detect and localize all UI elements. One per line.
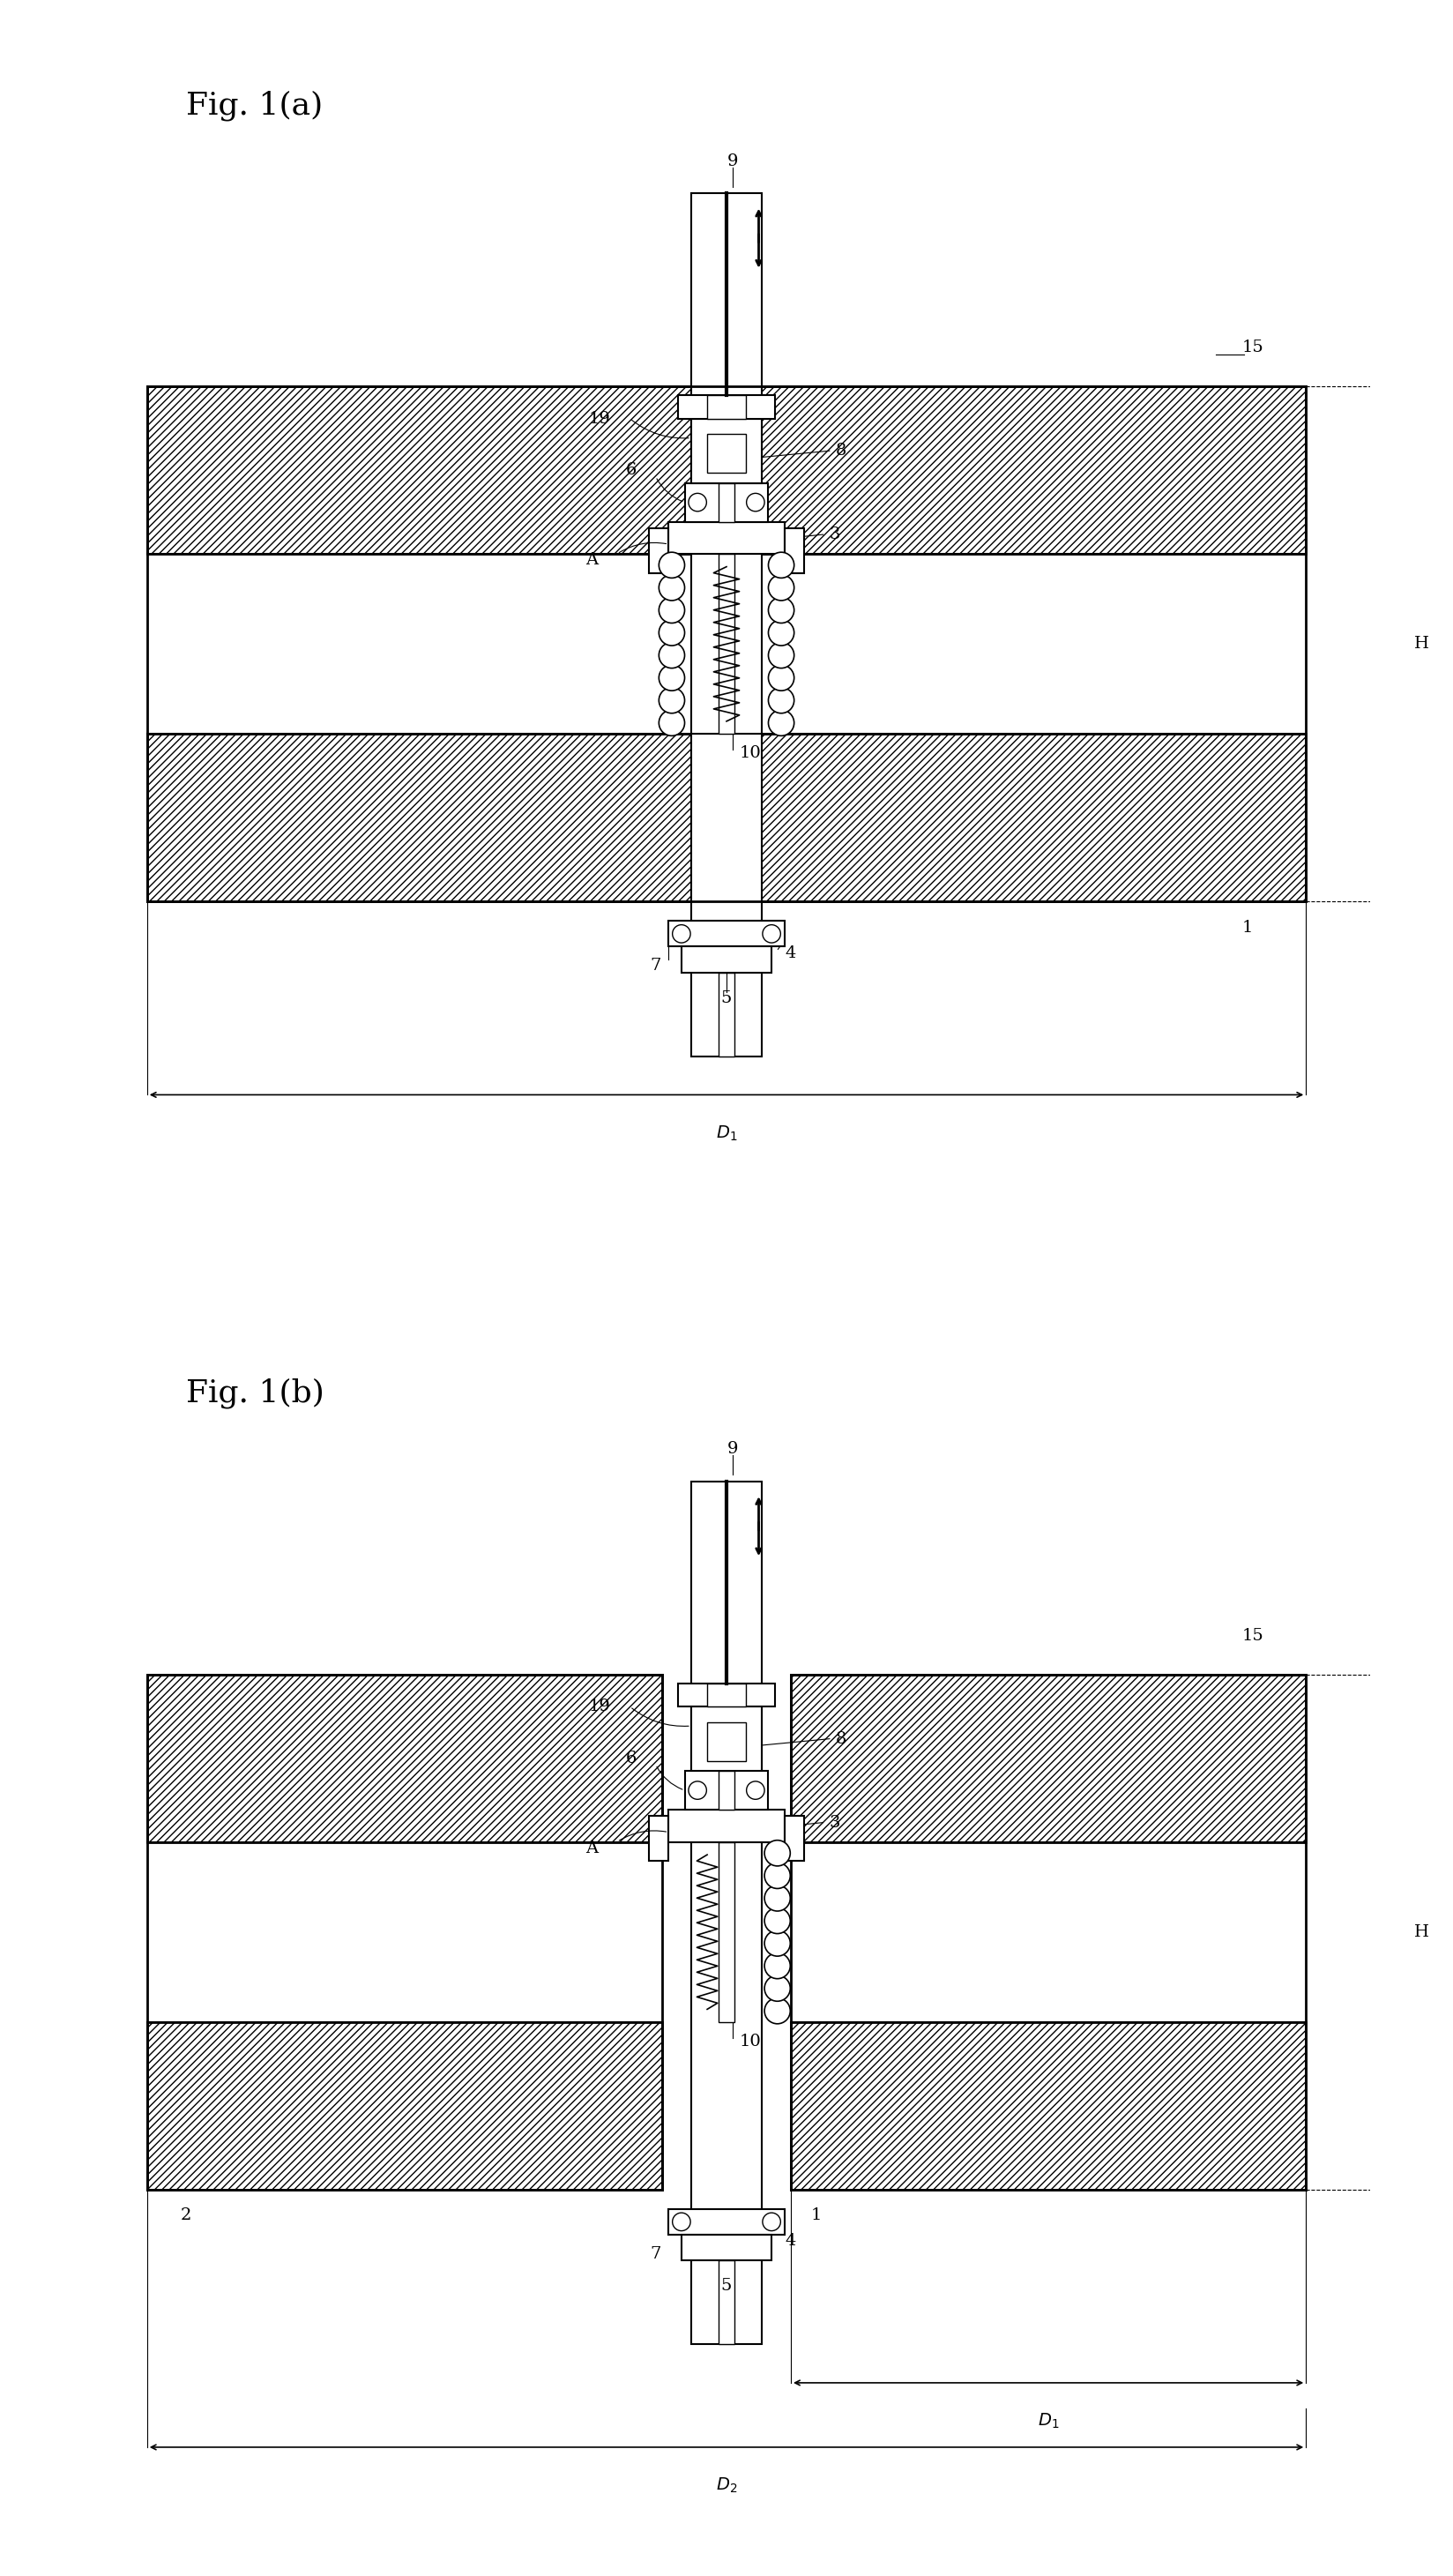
Text: $D_2$: $D_2$ bbox=[716, 2476, 737, 2496]
Circle shape bbox=[764, 1909, 790, 1935]
Circle shape bbox=[689, 1783, 706, 1798]
Bar bbox=[719, 2262, 734, 2344]
Circle shape bbox=[747, 1783, 764, 1798]
Bar bbox=[681, 2236, 772, 2262]
Text: 9: 9 bbox=[728, 152, 738, 170]
Bar bbox=[790, 2022, 1306, 2190]
Bar bbox=[668, 2210, 785, 2233]
Bar bbox=[708, 433, 745, 474]
Text: H: H bbox=[1414, 1924, 1430, 1940]
Text: 15: 15 bbox=[1241, 340, 1264, 355]
Text: 10: 10 bbox=[740, 744, 761, 762]
Bar bbox=[692, 193, 761, 1056]
Circle shape bbox=[764, 1862, 790, 1888]
Bar bbox=[708, 1721, 745, 1762]
Circle shape bbox=[769, 665, 795, 690]
Circle shape bbox=[769, 621, 795, 647]
Text: $D_1$: $D_1$ bbox=[1037, 2411, 1059, 2432]
Text: 5: 5 bbox=[721, 2277, 732, 2295]
Text: H: H bbox=[1414, 636, 1430, 652]
Text: 9: 9 bbox=[728, 1440, 738, 1458]
Circle shape bbox=[769, 688, 795, 714]
Text: $D_1$: $D_1$ bbox=[716, 1123, 737, 1144]
Bar bbox=[692, 417, 761, 484]
Text: 6: 6 bbox=[625, 1749, 636, 1767]
Bar bbox=[719, 974, 734, 1056]
Circle shape bbox=[673, 925, 690, 943]
Text: 2: 2 bbox=[180, 2208, 192, 2223]
Text: 3: 3 bbox=[830, 1814, 840, 1832]
Bar bbox=[692, 1481, 761, 2344]
Bar bbox=[785, 1816, 804, 1860]
Circle shape bbox=[769, 641, 795, 667]
Circle shape bbox=[658, 688, 684, 714]
Circle shape bbox=[764, 1999, 790, 2025]
Bar bbox=[649, 1816, 668, 1860]
Bar bbox=[708, 1685, 745, 1708]
Bar bbox=[147, 1674, 663, 1842]
Bar bbox=[679, 1685, 774, 1708]
Circle shape bbox=[658, 641, 684, 667]
Circle shape bbox=[658, 551, 684, 577]
Bar bbox=[649, 528, 668, 574]
Circle shape bbox=[673, 2213, 690, 2231]
Circle shape bbox=[658, 598, 684, 623]
Bar bbox=[708, 397, 745, 417]
Text: Fig. 1(a): Fig. 1(a) bbox=[186, 90, 323, 121]
Text: 19: 19 bbox=[588, 410, 610, 428]
Text: 8: 8 bbox=[835, 1731, 847, 1747]
Text: 4: 4 bbox=[786, 2233, 796, 2249]
Text: A: A bbox=[586, 551, 597, 569]
Text: 1: 1 bbox=[1241, 920, 1252, 935]
Circle shape bbox=[763, 2213, 780, 2231]
Bar bbox=[147, 734, 1306, 902]
Bar bbox=[681, 948, 772, 974]
Text: 7: 7 bbox=[651, 2246, 661, 2262]
Bar bbox=[147, 386, 1306, 554]
Circle shape bbox=[689, 495, 706, 513]
Bar bbox=[684, 1772, 769, 1808]
Circle shape bbox=[764, 1953, 790, 1978]
Bar bbox=[684, 484, 769, 520]
Circle shape bbox=[764, 1976, 790, 2002]
Bar bbox=[668, 520, 785, 554]
Text: 3: 3 bbox=[830, 526, 840, 544]
Text: 4: 4 bbox=[786, 945, 796, 961]
Text: 15: 15 bbox=[1241, 1628, 1264, 1643]
Circle shape bbox=[658, 665, 684, 690]
Text: 10: 10 bbox=[740, 2032, 761, 2050]
Circle shape bbox=[764, 1886, 790, 1911]
Circle shape bbox=[658, 621, 684, 647]
Text: 19: 19 bbox=[588, 1698, 610, 1716]
Circle shape bbox=[769, 598, 795, 623]
Bar bbox=[679, 397, 774, 417]
Circle shape bbox=[658, 711, 684, 737]
Circle shape bbox=[764, 1839, 790, 1865]
Bar bbox=[719, 554, 734, 734]
Bar bbox=[668, 922, 785, 948]
Text: 1: 1 bbox=[811, 2208, 822, 2223]
Text: 5: 5 bbox=[721, 989, 732, 1007]
Text: 6: 6 bbox=[625, 461, 636, 479]
Bar bbox=[692, 1708, 761, 1772]
Circle shape bbox=[769, 574, 795, 600]
Circle shape bbox=[658, 574, 684, 600]
Bar bbox=[785, 528, 804, 574]
Bar bbox=[719, 1772, 734, 1808]
Bar bbox=[790, 1674, 1306, 1842]
Circle shape bbox=[769, 711, 795, 737]
Circle shape bbox=[764, 1929, 790, 1955]
Text: 8: 8 bbox=[835, 443, 847, 459]
Bar bbox=[719, 484, 734, 520]
Bar bbox=[719, 1842, 734, 2022]
Bar bbox=[668, 1808, 785, 1842]
Text: A: A bbox=[586, 1839, 597, 1857]
Circle shape bbox=[747, 495, 764, 513]
Bar bbox=[147, 2022, 663, 2190]
Circle shape bbox=[763, 925, 780, 943]
Circle shape bbox=[769, 551, 795, 577]
Text: Fig. 1(b): Fig. 1(b) bbox=[186, 1378, 324, 1409]
Text: 7: 7 bbox=[651, 958, 661, 974]
